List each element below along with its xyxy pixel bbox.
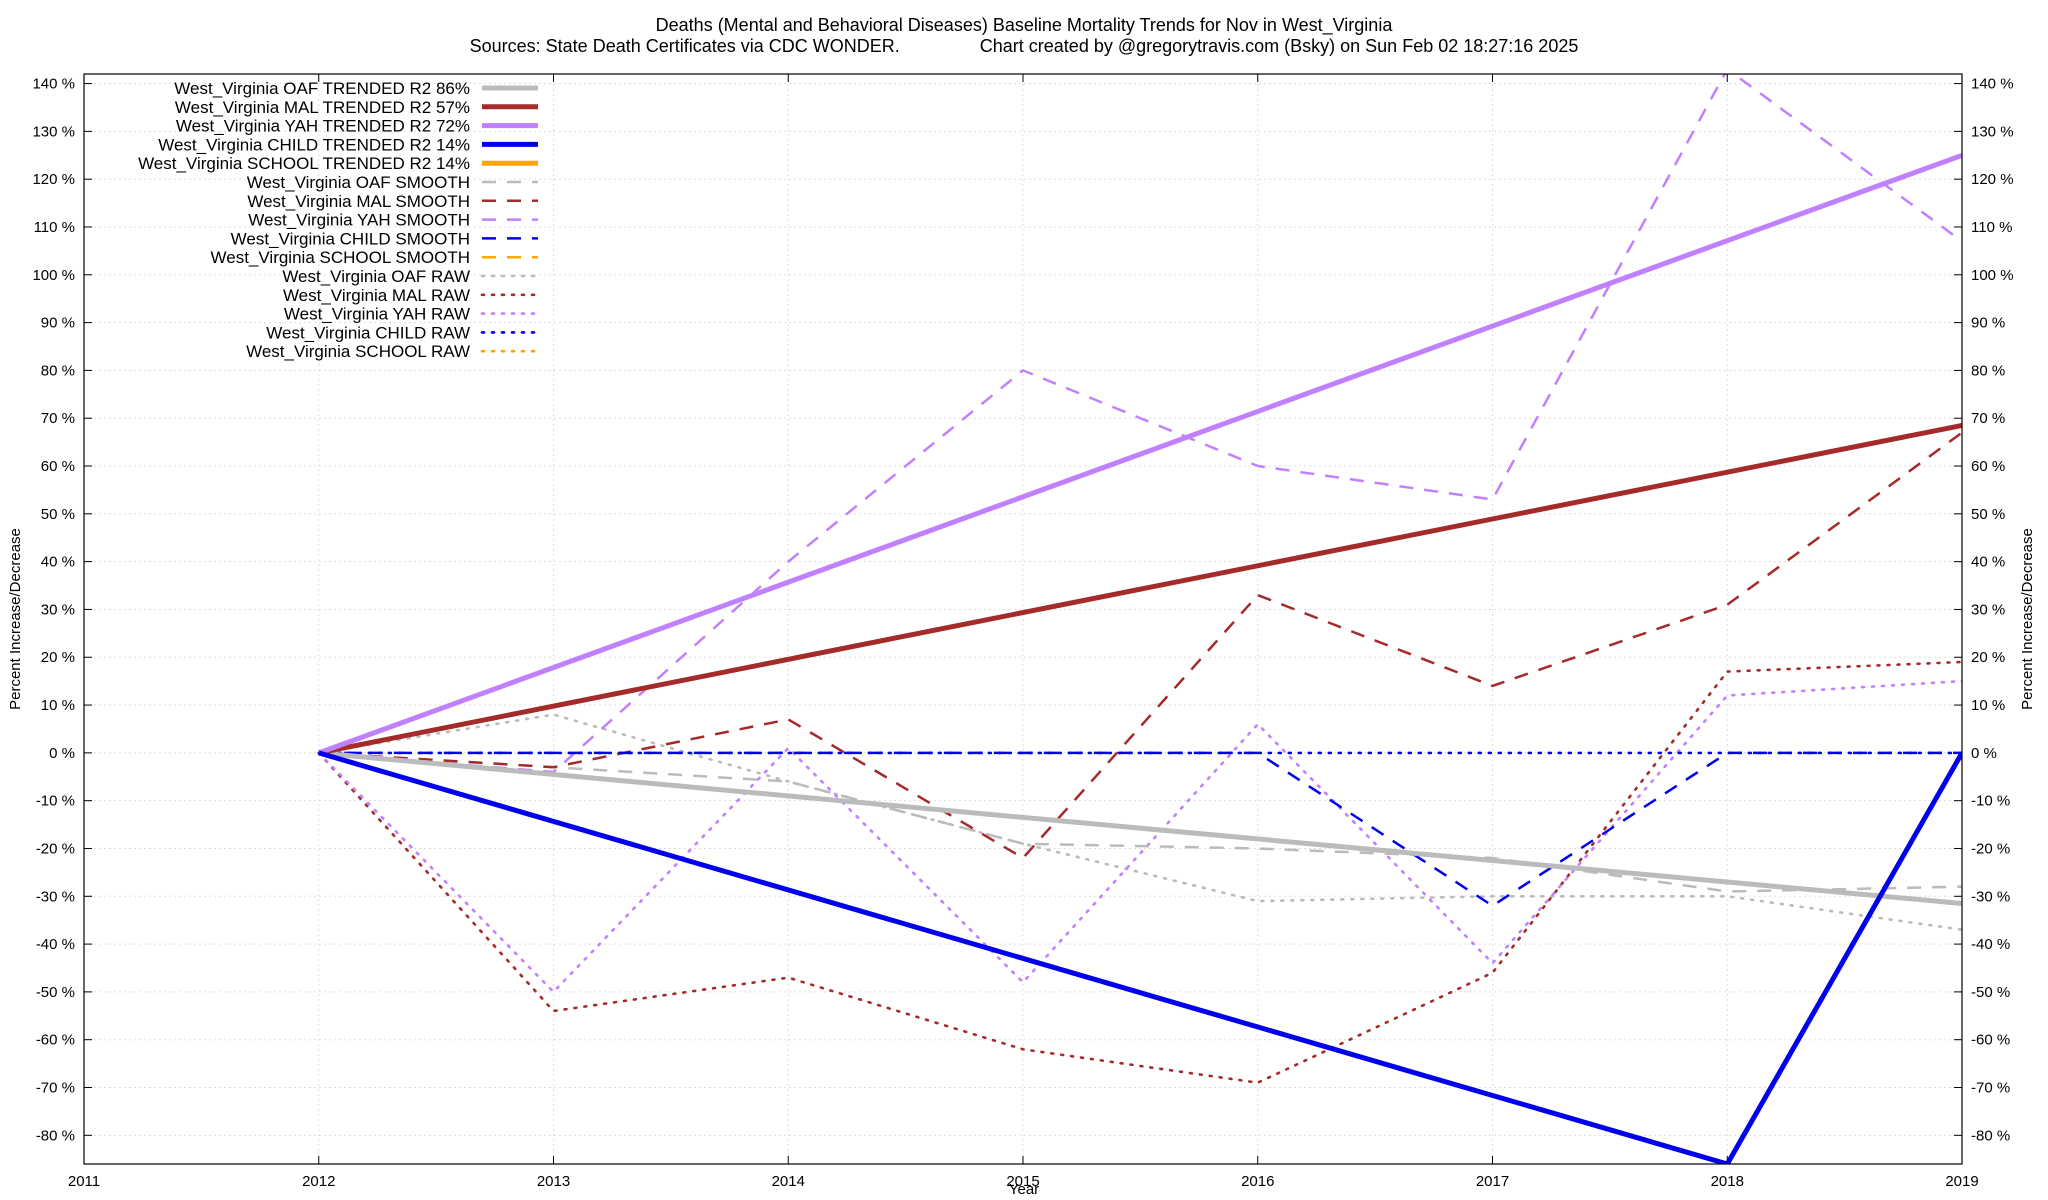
y-tick-label: 30 % (41, 601, 75, 618)
y-tick-label: 100 % (32, 267, 75, 284)
legend: West_Virginia OAF TRENDED R2 86%West_Vir… (138, 79, 540, 361)
y2-tick-label: -60 % (1971, 1032, 2010, 1049)
series-line-2 (317, 152, 1962, 756)
y-tick-label: 110 % (34, 219, 75, 236)
y-tick-label: -70 % (36, 1080, 75, 1097)
y2-axis-label: Percent Increase/Decrease (2019, 528, 2036, 710)
y2-tick-label: -20 % (1971, 840, 2010, 857)
legend-label: West_Virginia OAF SMOOTH (247, 173, 470, 192)
legend-label: West_Virginia OAF TRENDED R2 86% (174, 79, 470, 98)
series-line-11 (317, 660, 1962, 1084)
series-line-0 (318, 750, 1962, 906)
series-line-6 (318, 431, 1962, 860)
x-tick-label: 2013 (537, 1173, 570, 1190)
series-lines (317, 74, 1962, 1164)
legend-label: West_Virginia YAH RAW (284, 305, 470, 324)
y-tick-label: -50 % (36, 984, 75, 1001)
y2-tick-label: 0 % (1971, 745, 1997, 762)
y-tick-label: 20 % (41, 649, 75, 666)
plot-frame (83, 73, 1963, 1165)
legend-label: West_Virginia CHILD RAW (266, 323, 470, 342)
y-tick-label: 120 % (32, 171, 75, 188)
series-line-3 (318, 750, 1962, 1164)
y-tick-label: 130 % (32, 123, 75, 140)
y-tick-label: 50 % (41, 506, 75, 523)
legend-label: West_Virginia SCHOOL TRENDED R2 14% (138, 154, 470, 173)
x-tick-label: 2017 (1476, 1173, 1509, 1190)
legend-label: West_Virginia MAL RAW (283, 286, 470, 305)
series-line-7 (318, 74, 1962, 774)
legend-label: West_Virginia SCHOOL RAW (246, 342, 470, 361)
y2-tick-label: 100 % (1971, 267, 2014, 284)
y-tick-label: -80 % (36, 1127, 75, 1144)
y-tick-label: -40 % (36, 936, 75, 953)
y-tick-label: 60 % (41, 458, 75, 475)
y2-tick-label: 140 % (1971, 76, 2014, 93)
legend-label: West_Virginia SCHOOL SMOOTH (211, 248, 470, 267)
y2-tick-label: -80 % (1971, 1127, 2010, 1144)
y-tick-label: 40 % (41, 554, 75, 571)
axes: -80 % -80 % -70 % -70 % -60 % -60 % -50 % -50 %… (32, 74, 2014, 1190)
y-tick-label: 70 % (41, 410, 75, 427)
y2-tick-label: -70 % (1971, 1080, 2010, 1097)
y2-tick-label: 60 % (1971, 458, 2005, 475)
x-tick-label: 2019 (1945, 1173, 1978, 1190)
y2-tick-label: 130 % (1971, 123, 2014, 140)
y-tick-label: 140 % (32, 76, 75, 93)
series-line-5 (318, 751, 1962, 893)
y-tick-label: -30 % (36, 888, 75, 905)
y2-tick-label: 80 % (1971, 362, 2005, 379)
y2-tick-label: 70 % (1971, 410, 2005, 427)
y2-tick-label: -30 % (1971, 888, 2010, 905)
x-tick-label: 2018 (1711, 1173, 1744, 1190)
x-tick-label: 2012 (302, 1173, 335, 1190)
x-tick-label: 2011 (68, 1173, 100, 1190)
legend-label: West_Virginia MAL TRENDED R2 57% (175, 98, 470, 117)
y2-tick-label: 120 % (1971, 171, 2014, 188)
series-line-12 (317, 679, 1962, 994)
y2-tick-label: 50 % (1971, 506, 2005, 523)
chart-title: Deaths (Mental and Behavioral Diseases) … (656, 15, 1394, 36)
y2-tick-label: 20 % (1971, 649, 2005, 666)
y2-tick-label: -50 % (1971, 984, 2010, 1001)
x-tick-label: 2015 (1006, 1173, 1039, 1190)
y-tick-label: -10 % (36, 793, 75, 810)
y-axis-label: Percent Increase/Decrease (7, 528, 24, 710)
y2-tick-label: -40 % (1971, 936, 2010, 953)
y2-tick-label: 90 % (1971, 315, 2005, 332)
x-axis-label: Year (1009, 1181, 1039, 1198)
y2-tick-label: 30 % (1971, 601, 2005, 618)
y-tick-label: -60 % (36, 1032, 75, 1049)
series-line-8 (318, 751, 1962, 908)
chart-subtitle: Sources: State Death Certificates via CD… (470, 36, 1579, 56)
y-tick-label: 0 % (49, 745, 75, 762)
legend-label: West_Virginia CHILD TRENDED R2 14% (158, 135, 470, 154)
y-tick-label: 10 % (41, 697, 75, 714)
legend-label: West_Virginia CHILD SMOOTH (231, 229, 470, 248)
series-line-1 (318, 422, 1962, 756)
x-tick-label: 2016 (1241, 1173, 1274, 1190)
x-tick-label: 2014 (772, 1173, 805, 1190)
y2-tick-label: -10 % (1971, 793, 2010, 810)
legend-label: West_Virginia YAH SMOOTH (248, 211, 470, 230)
y-tick-label: 90 % (41, 315, 75, 332)
legend-label: West_Virginia YAH TRENDED R2 72% (176, 117, 470, 136)
legend-label: West_Virginia OAF RAW (282, 267, 470, 286)
y2-tick-label: 110 % (1971, 219, 2012, 236)
y-tick-label: 80 % (41, 362, 75, 379)
y-tick-label: -20 % (36, 840, 75, 857)
y2-tick-label: 10 % (1971, 697, 2005, 714)
y2-tick-label: 40 % (1971, 554, 2005, 571)
legend-label: West_Virginia MAL SMOOTH (247, 192, 470, 211)
